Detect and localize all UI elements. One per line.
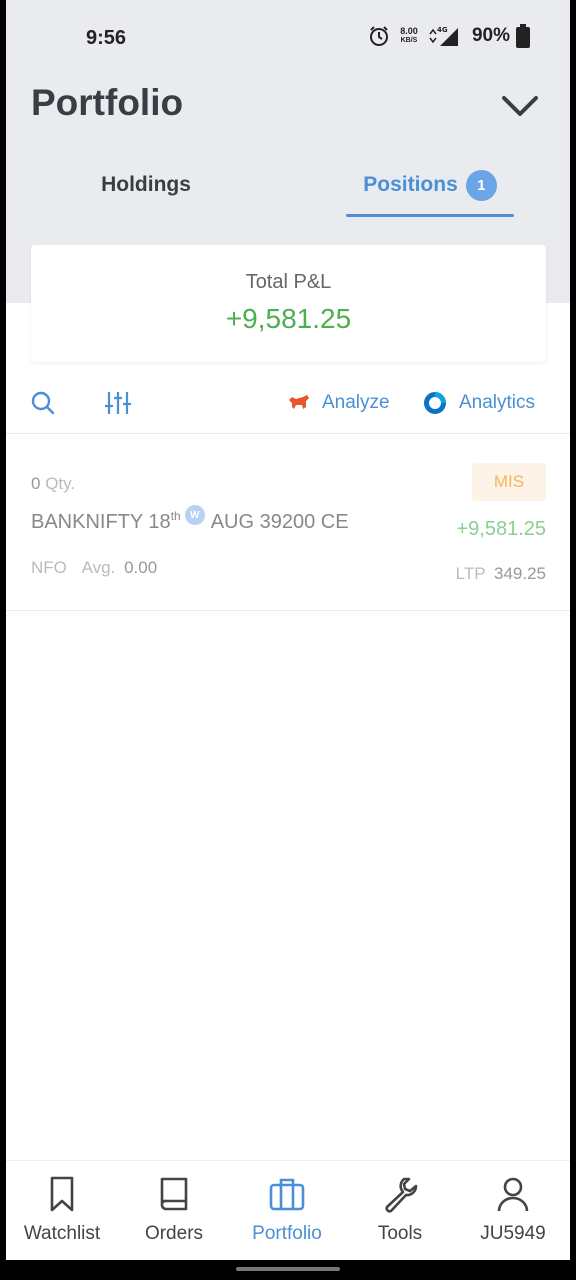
analytics-label: Analytics — [459, 392, 536, 413]
instrument-name: BANKNIFTY 18th W AUG 39200 CE — [31, 505, 349, 534]
ltp: LTP 349.25 — [456, 564, 546, 584]
portfolio-tabs: Holdings Positions 1 — [6, 150, 570, 220]
bookmark-icon — [50, 1176, 74, 1212]
ltp-value: 349.25 — [494, 564, 546, 583]
tab-holdings[interactable]: Holdings — [66, 150, 226, 220]
nav-portfolio[interactable]: Portfolio — [231, 1161, 343, 1260]
nav-portfolio-label: Portfolio — [252, 1223, 322, 1244]
nav-watchlist-label: Watchlist — [23, 1223, 101, 1244]
alarm-icon — [369, 26, 388, 46]
total-pnl-card: Total P&L +9,581.25 — [31, 245, 546, 362]
position-qty-value: 0 — [31, 474, 41, 493]
analyze-label: Analyze — [322, 392, 390, 413]
instrument-rest: AUG 39200 CE — [210, 511, 349, 533]
wrench-icon — [385, 1177, 418, 1213]
net-speed: 8.00 KB/S — [396, 27, 422, 45]
nav-tools[interactable]: Tools — [344, 1161, 456, 1260]
signal-icon: 4G — [429, 26, 458, 46]
search-icon — [31, 391, 55, 415]
book-icon — [160, 1177, 188, 1211]
screen: 9:56 8.00 KB/S 4G 90% Portfolio — [6, 0, 570, 1260]
active-tab-indicator — [346, 214, 514, 217]
battery-icon — [516, 24, 530, 48]
sliders-icon — [105, 392, 131, 414]
avg-value: 0.00 — [124, 558, 158, 577]
user-icon — [497, 1177, 529, 1212]
chevron-down-icon[interactable] — [500, 88, 540, 122]
bottom-nav: Watchlist Orders Portfolio Tools — [6, 1160, 570, 1260]
nav-watchlist[interactable]: Watchlist — [6, 1161, 118, 1260]
position-pnl: +9,581.25 — [456, 518, 546, 540]
net-speed-value: 8.00 — [400, 26, 418, 36]
total-pnl-value: +9,581.25 — [225, 303, 352, 334]
battery-percent: 90% — [471, 25, 510, 46]
instrument-symbol: BANKNIFTY 18 — [31, 511, 171, 533]
tab-positions-label: Positions — [363, 173, 458, 196]
analyze-button[interactable]: Analyze — [288, 388, 390, 418]
positions-toolbar: Analyze Analytics — [6, 372, 570, 434]
search-button[interactable] — [30, 388, 56, 418]
bull-icon — [289, 395, 309, 409]
status-time: 9:56 — [86, 27, 127, 49]
positions-count-badge: 1 — [465, 169, 497, 201]
home-indicator[interactable] — [236, 1267, 340, 1271]
weekly-expiry-badge: W — [184, 505, 205, 525]
position-meta: NFO Avg. 0.00 — [31, 558, 157, 578]
tab-positions[interactable]: Positions 1 — [346, 150, 514, 220]
total-pnl-label: Total P&L — [245, 271, 332, 293]
avg-label: Avg. — [81, 558, 116, 577]
briefcase-icon — [269, 1178, 305, 1211]
nav-profile-label: JU5949 — [480, 1223, 546, 1244]
ltp-label: LTP — [455, 564, 486, 583]
filter-button[interactable] — [104, 388, 132, 418]
status-icons: 8.00 KB/S 4G 90% — [368, 24, 530, 48]
position-qty: 0 Qty. — [31, 474, 75, 494]
network-type: 4G — [437, 26, 448, 34]
analytics-ring-icon — [424, 392, 446, 414]
nav-tools-label: Tools — [377, 1223, 423, 1244]
status-bar: 9:56 8.00 KB/S 4G 90% — [6, 0, 570, 76]
tab-holdings-label: Holdings — [101, 173, 191, 196]
instrument-ordinal: th — [170, 509, 181, 523]
nav-orders-label: Orders — [144, 1223, 204, 1244]
nav-orders[interactable]: Orders — [118, 1161, 230, 1260]
position-qty-unit: Qty. — [45, 474, 76, 493]
nav-profile[interactable]: JU5949 — [457, 1161, 569, 1260]
page-title: Portfolio — [31, 82, 184, 123]
position-row[interactable]: 0 Qty. MIS BANKNIFTY 18th W AUG 39200 CE +… — [6, 436, 570, 611]
analytics-button[interactable]: Analytics — [423, 388, 535, 418]
product-type-badge: MIS — [472, 463, 546, 501]
exchange-label: NFO — [31, 558, 67, 577]
net-speed-unit: KB/S — [400, 37, 418, 44]
